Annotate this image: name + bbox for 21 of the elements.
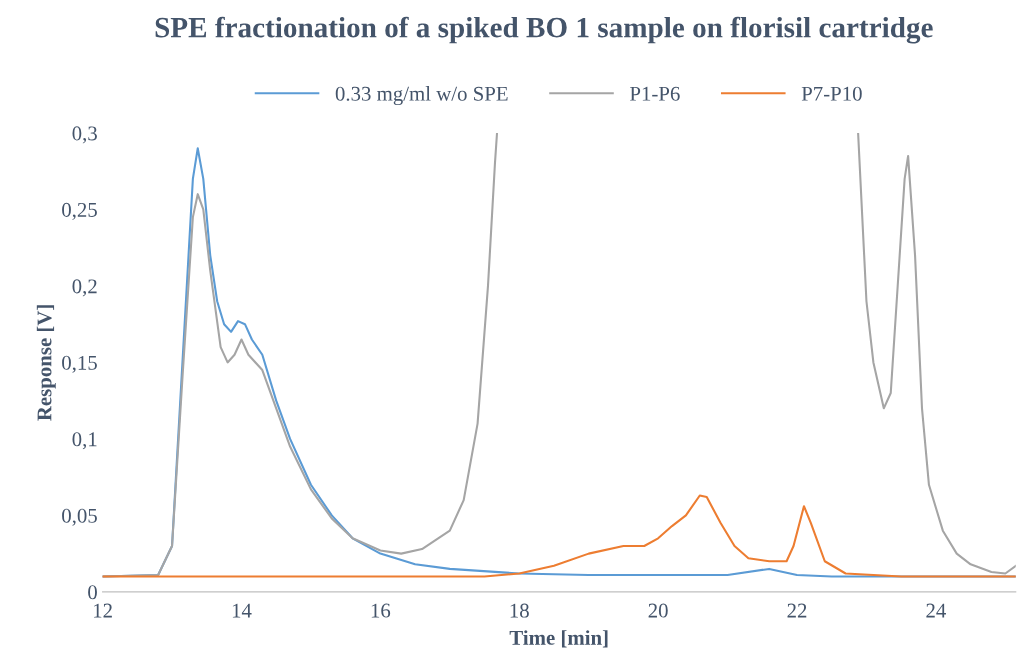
line-series bbox=[102, 494, 1016, 578]
y-tick-label: 0,25 bbox=[62, 202, 97, 220]
y-tick-label: 0,1 bbox=[72, 432, 97, 450]
x-tick-label: 22 bbox=[787, 603, 807, 618]
legend-label: P7-P10 bbox=[801, 86, 862, 101]
y-tick-label: 0,15 bbox=[62, 355, 97, 373]
x-axis-title: Time [min] bbox=[509, 630, 608, 648]
x-tick-label: 18 bbox=[510, 603, 529, 618]
legend-label: 0.33 mg/ml w/o SPE bbox=[335, 86, 508, 106]
legend-label: P1-P6 bbox=[630, 86, 680, 101]
chart-title: SPE fractionation of a spiked BO 1 sample on florisil cartridge bbox=[155, 16, 933, 44]
x-tick-label: 16 bbox=[371, 603, 391, 618]
x-tick-label: 12 bbox=[94, 603, 112, 618]
y-axis-title: Response [V] bbox=[36, 305, 56, 421]
y-tick-label: 0,3 bbox=[72, 126, 97, 144]
y-tick-label: 0,2 bbox=[72, 279, 97, 297]
x-tick-label: 20 bbox=[648, 603, 668, 618]
y-tick-label: 0,05 bbox=[62, 508, 97, 526]
x-tick-label: 14 bbox=[232, 603, 252, 618]
x-tick-label: 24 bbox=[926, 603, 946, 618]
y-tick-label: 0 bbox=[88, 585, 97, 600]
